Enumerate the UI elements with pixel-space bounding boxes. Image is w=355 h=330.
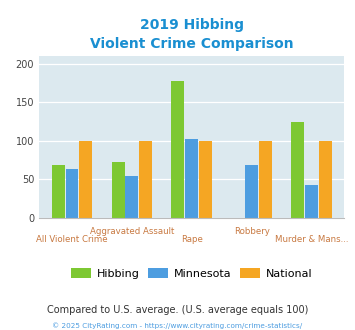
Legend: Hibbing, Minnesota, National: Hibbing, Minnesota, National — [66, 264, 317, 283]
Text: Compared to U.S. average. (U.S. average equals 100): Compared to U.S. average. (U.S. average … — [47, 305, 308, 315]
Bar — [79, 141, 92, 218]
Bar — [319, 141, 332, 218]
Text: Murder & Mans...: Murder & Mans... — [275, 235, 348, 244]
Bar — [111, 162, 125, 218]
Text: Robbery: Robbery — [234, 227, 269, 236]
Bar — [259, 141, 272, 218]
Bar — [245, 165, 258, 218]
Text: Aggravated Assault: Aggravated Assault — [90, 227, 174, 236]
Text: Rape: Rape — [181, 235, 203, 244]
Title: 2019 Hibbing
Violent Crime Comparison: 2019 Hibbing Violent Crime Comparison — [90, 18, 294, 51]
Bar — [291, 121, 304, 218]
Bar — [125, 176, 138, 218]
Bar — [199, 141, 212, 218]
Bar — [305, 185, 318, 218]
Bar — [52, 165, 65, 218]
Bar — [171, 81, 184, 218]
Bar — [66, 169, 78, 218]
Text: All Violent Crime: All Violent Crime — [36, 235, 108, 244]
Bar — [139, 141, 152, 218]
Text: © 2025 CityRating.com - https://www.cityrating.com/crime-statistics/: © 2025 CityRating.com - https://www.city… — [53, 323, 302, 329]
Bar — [185, 139, 198, 218]
